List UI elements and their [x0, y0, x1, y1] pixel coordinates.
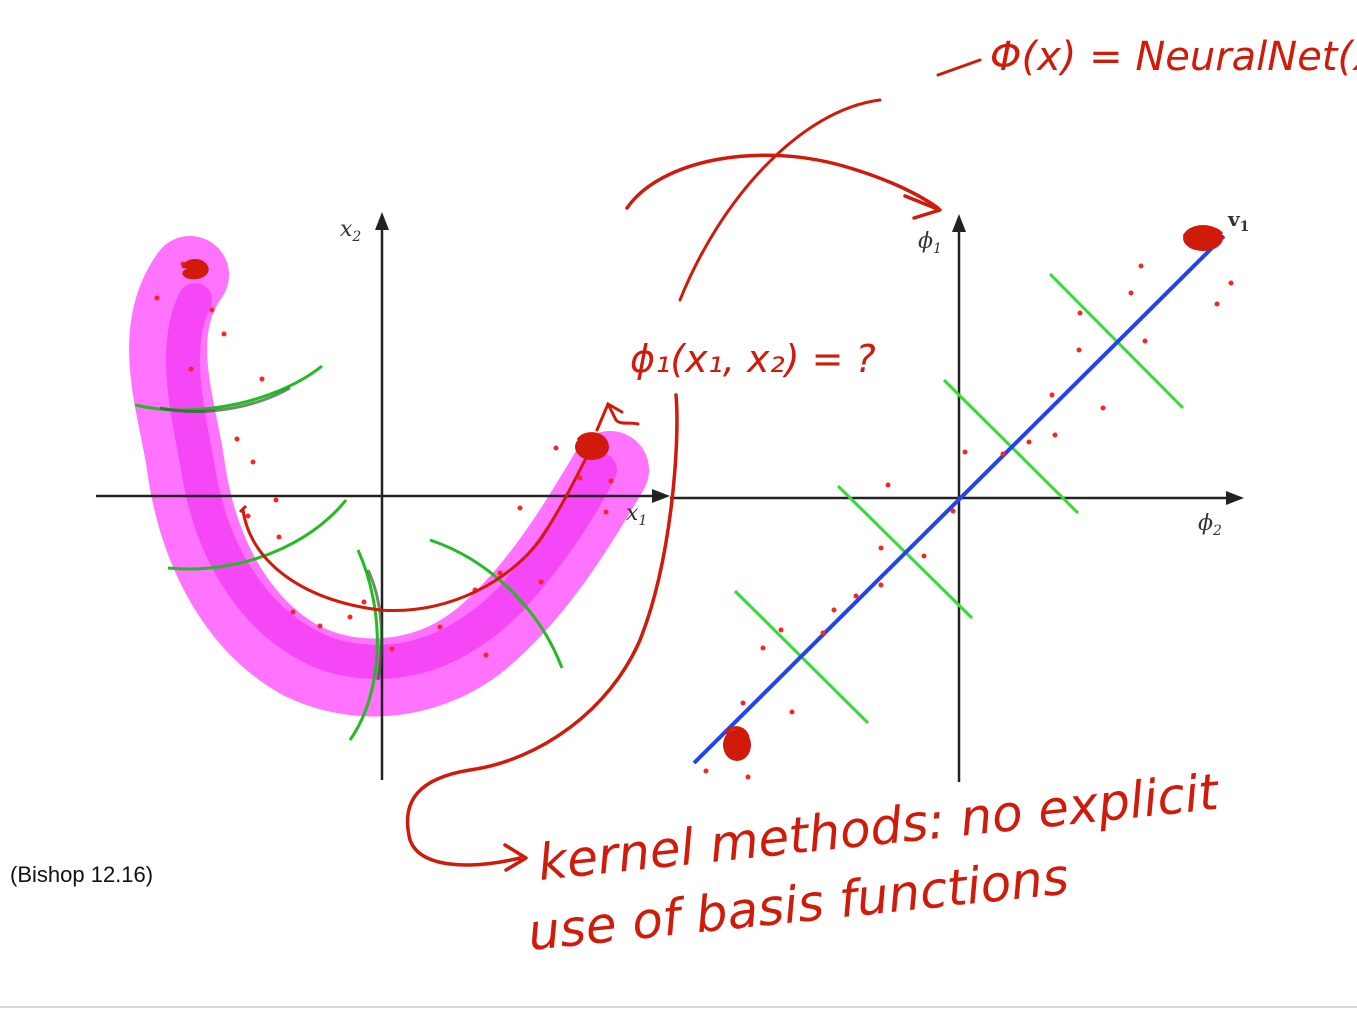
left-curve-arrow [595, 401, 640, 432]
right-plot: ϕ1 ϕ2 v1 [670, 207, 1249, 782]
left-curve-tick [238, 504, 248, 514]
magenta-highlight-core [165, 283, 617, 679]
neuralnet-connector [678, 58, 982, 302]
basis-question-annotation: ϕ₁(x₁, x₂) = ? [630, 337, 876, 381]
left-plot: x2 x1 [96, 212, 670, 780]
eigenvector-label: v1 [1227, 207, 1249, 235]
left-contour-2 [167, 499, 348, 571]
bottom-divider [0, 1006, 1357, 1008]
left-y-axis-label: x2 [340, 217, 361, 245]
feature-map-annotation: Φ(x) = NeuralNet(x) [990, 34, 1357, 80]
mapping-arrow [625, 153, 940, 210]
kernel-loop-arrow [405, 393, 679, 867]
left-contour-3 [348, 549, 379, 741]
figure-caption: (Bishop 12.16) [10, 862, 154, 887]
left-x-axis-label: x1 [626, 501, 647, 529]
right-top-endpoint-marker [1182, 225, 1224, 251]
right-y-axis-label: ϕ1 [918, 229, 942, 257]
right-x-axis-label: ϕ2 [1198, 511, 1222, 539]
left-contour-3-overlay [366, 569, 384, 681]
left-data-points [154, 261, 614, 658]
left-principal-curve [241, 448, 592, 612]
left-top-endpoint-marker [181, 259, 209, 280]
principal-eigenvector-line [692, 234, 1226, 765]
right-y-arrowhead [952, 214, 966, 232]
right-data-points [703, 263, 1234, 780]
left-y-arrowhead [375, 212, 389, 230]
magenta-highlight [129, 236, 649, 717]
left-x-arrowhead [652, 489, 670, 503]
left-right-endpoint-marker [575, 432, 609, 460]
left-contour-1-overlay [159, 386, 291, 413]
kernel-loop-arrowhead [503, 843, 528, 872]
right-x-arrowhead [1226, 491, 1244, 505]
left-contour-4 [429, 538, 564, 669]
left-contour-1 [134, 364, 323, 412]
mapping-arrowhead [903, 194, 942, 220]
right-bottom-endpoint-marker [723, 726, 751, 761]
